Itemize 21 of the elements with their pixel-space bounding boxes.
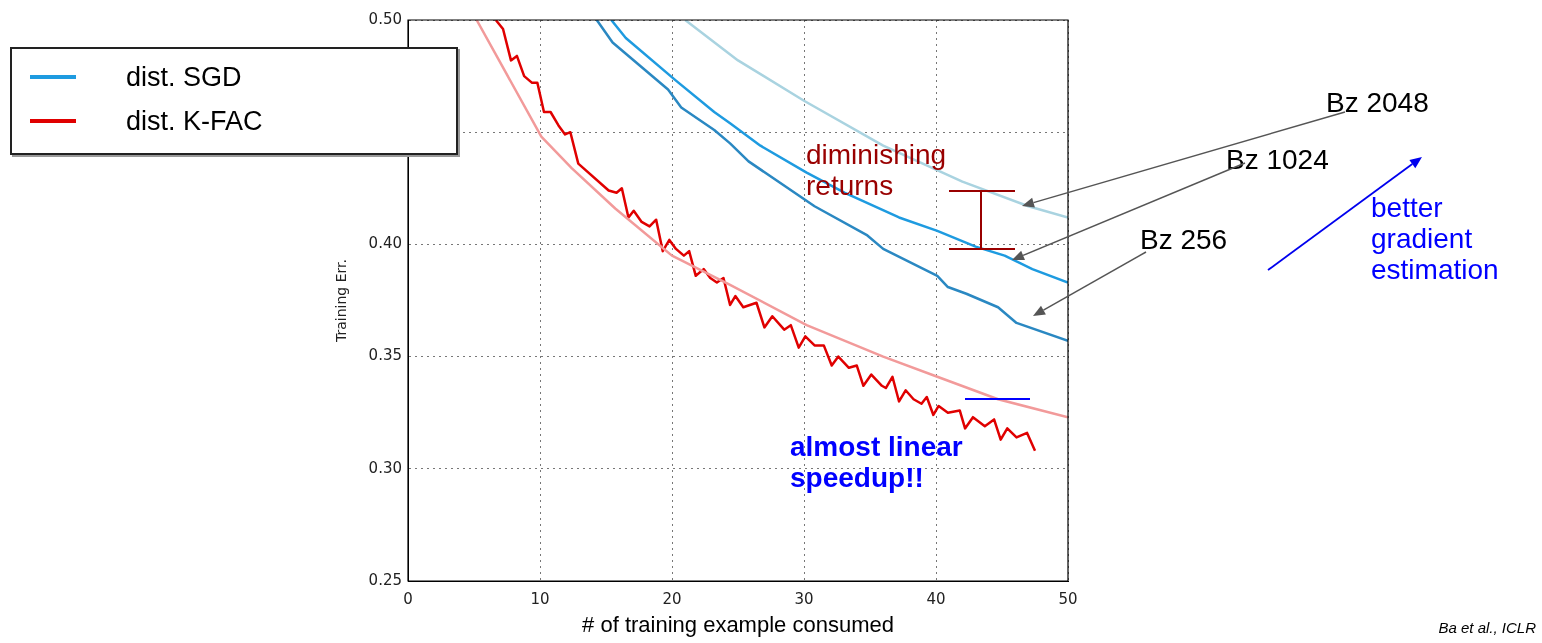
y-axis-title: Training Err. (333, 259, 350, 343)
y-tick-label: 0.35 (368, 346, 402, 365)
x-tick-label: 50 (1058, 589, 1078, 608)
text: Ba et al., ICLR (1438, 619, 1536, 637)
text: Bz 2048 (1326, 87, 1429, 119)
x-tick-label: 20 (662, 589, 682, 608)
x-tick-label: 40 (926, 589, 946, 608)
y-tick-label: 0.30 (368, 458, 402, 477)
text: Bz 256 (1140, 224, 1228, 256)
y-tick-label: 0.25 (368, 570, 402, 589)
legend-label: dist. SGD (126, 61, 242, 93)
x-axis-title: # of training example consumed (582, 611, 894, 637)
x-tick-label: 30 (794, 589, 814, 608)
legend-label: dist. K-FAC (126, 105, 263, 137)
y-tick-label: 0.50 (368, 9, 402, 28)
y-tick-label: 0.40 (368, 234, 402, 253)
x-tick-label: 0 (403, 589, 413, 608)
text: Bz 1024 (1226, 144, 1329, 176)
annotation: almost linear speedup!! (790, 431, 964, 494)
x-tick-label: 10 (530, 589, 550, 608)
text: better gradient estimation (1371, 192, 1500, 286)
